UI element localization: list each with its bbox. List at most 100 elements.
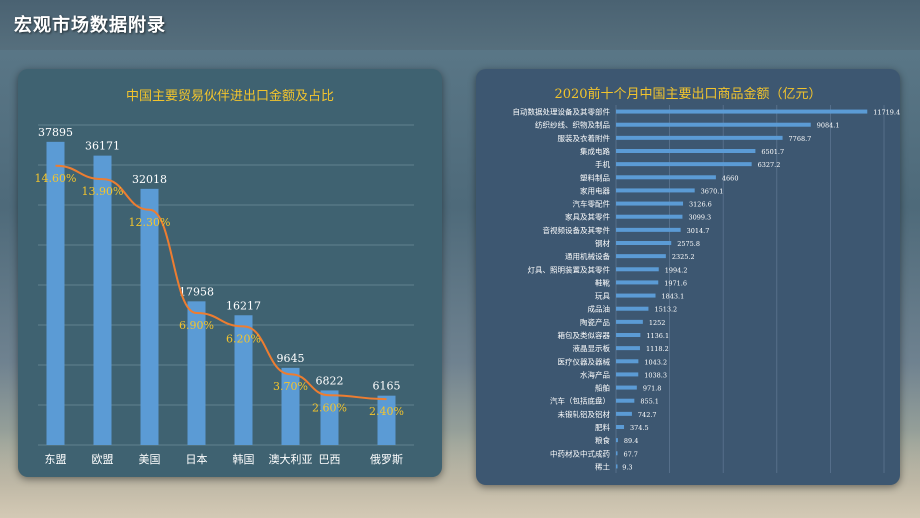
bar-value-label: 17958 (179, 285, 214, 298)
bar (616, 385, 637, 390)
category-label: 水海产品 (580, 369, 610, 379)
bar (616, 227, 681, 232)
bar-value-label: 67.7 (623, 450, 637, 458)
share-percent-label: 2.60% (312, 401, 347, 414)
bar-value-label: 7768.7 (789, 135, 812, 143)
bar (234, 315, 253, 445)
bar-value-label: 9.3 (622, 463, 632, 471)
bar-value-label: 1971.6 (664, 279, 687, 287)
trade-partner-chart: 37895 东盟 36171 欧盟 32018 美国 17958 日本 16217 韩国 9645 澳… (35, 124, 414, 466)
bar (616, 149, 756, 153)
bar (616, 319, 643, 324)
bar (616, 451, 618, 456)
bar-value-label: 6822 (316, 374, 344, 387)
category-label: 液晶显示板 (573, 343, 611, 353)
bar (616, 267, 659, 272)
bar-value-label: 1118.2 (646, 345, 669, 353)
bar-value-label: 6501.7 (761, 148, 784, 156)
category-label: 箱包及类似容器 (558, 330, 611, 340)
bar-value-label: 2575.8 (677, 240, 700, 248)
category-label: 手机 (595, 159, 610, 169)
bar (616, 306, 649, 311)
share-percent-label: 3.70% (273, 380, 308, 393)
bar-value-label: 36171 (85, 140, 120, 153)
category-label: 日本 (186, 452, 208, 466)
share-percent-label: 13.90% (82, 185, 124, 198)
bar (616, 280, 659, 285)
category-label: 灯具、照明装置及其零件 (528, 264, 611, 274)
category-label: 成品油 (588, 304, 611, 314)
category-label: 巴西 (319, 453, 341, 466)
category-label: 家具及其零件 (565, 212, 610, 222)
share-percent-label: 12.30% (129, 216, 171, 229)
bar (616, 293, 656, 298)
bar-value-label: 4660 (722, 174, 739, 182)
category-label: 家用电器 (580, 185, 610, 195)
category-label: 陶瓷产品 (580, 317, 610, 327)
bar-value-label: 855.1 (640, 398, 659, 406)
category-label: 韩国 (233, 452, 255, 466)
category-label: 稀土 (595, 461, 610, 471)
bar (616, 188, 695, 193)
trade-partner-chart-title: 中国主要贸易伙伴进出口金额及占比 (125, 89, 334, 104)
share-percent-label: 6.20% (226, 332, 261, 345)
category-label: 船舶 (595, 383, 610, 393)
bar-value-label: 2325.2 (672, 253, 695, 261)
bar-value-label: 1136.1 (646, 332, 669, 340)
category-label: 自动数据处理设备及其零部件 (513, 107, 611, 117)
bar (616, 241, 672, 245)
bar-value-label: 89.4 (624, 437, 638, 445)
share-line (55, 164, 387, 401)
bar-value-label: 6327.2 (758, 161, 781, 169)
category-label: 东盟 (45, 453, 67, 466)
bar (616, 122, 811, 127)
bar-value-label: 1043.2 (644, 358, 667, 366)
category-label: 澳大利亚 (269, 452, 313, 466)
bar-value-label: 3670.1 (701, 187, 724, 195)
bar (616, 175, 716, 180)
bar (616, 398, 635, 403)
category-label: 中药材及中式成药 (550, 448, 610, 458)
category-label: 钢材 (595, 238, 610, 248)
category-label: 欧盟 (92, 453, 114, 466)
category-label: 肥料 (595, 422, 610, 432)
bar (616, 411, 632, 416)
category-label: 塑料制品 (580, 172, 610, 182)
header-band (0, 0, 920, 50)
share-percent-label: 6.90% (179, 319, 214, 332)
bar (93, 155, 112, 445)
bar (616, 438, 618, 443)
export-goods-chart-title: 2020前十个月中国主要出口商品金额（亿元） (554, 87, 822, 102)
category-label: 粮食 (595, 435, 610, 445)
category-label: 俄罗斯 (370, 453, 403, 466)
bar-value-label: 32018 (132, 173, 167, 186)
bar-value-label: 742.7 (638, 411, 657, 419)
bar-value-label: 1513.2 (654, 306, 677, 314)
bar (616, 135, 783, 140)
bar-value-label: 16217 (226, 299, 261, 312)
bar (616, 359, 639, 364)
bar (281, 367, 300, 445)
bar (616, 254, 666, 259)
page-title: 宏观市场数据附录 (14, 15, 166, 36)
bar-value-label: 1994.2 (665, 266, 688, 274)
category-label: 鞋靴 (595, 277, 610, 287)
bar (616, 201, 684, 206)
category-label: 集成电路 (580, 146, 610, 156)
trade-partner-panel: 中国主要贸易伙伴进出口金额及占比 37895 东盟 36171 欧盟 32018 美国 17… (18, 69, 442, 477)
bar-value-label: 37895 (38, 126, 73, 139)
bar-value-label: 11719.4 (873, 109, 900, 117)
category-label: 未锻轧铝及铝材 (558, 409, 611, 419)
bar (616, 162, 752, 167)
bar (616, 425, 625, 429)
bar (377, 395, 396, 445)
export-goods-panel: 2020前十个月中国主要出口商品金额（亿元） 自动数据处理设备及其零部件 1171… (476, 69, 900, 485)
bar-value-label: 9084.1 (817, 122, 840, 130)
bar-value-label: 6165 (373, 380, 401, 393)
bar (616, 372, 639, 377)
category-label: 美国 (139, 453, 161, 466)
bar-value-label: 3099.3 (688, 214, 711, 222)
category-label: 纺织纱线、织物及制品 (535, 120, 610, 130)
bar (320, 390, 339, 445)
category-label: 汽车零配件 (573, 199, 611, 209)
